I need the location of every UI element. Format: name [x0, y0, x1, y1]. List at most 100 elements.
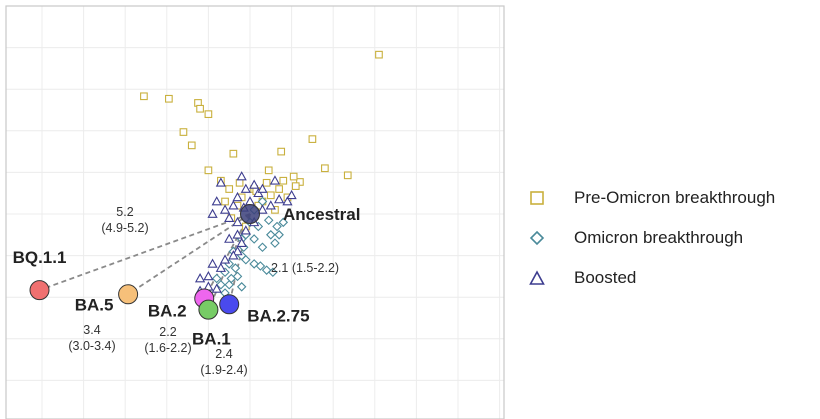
- boosted-point: [232, 229, 243, 239]
- boosted-point: [249, 179, 260, 189]
- omicron-point: [249, 234, 259, 244]
- antigen-marker-ba-2-75: [219, 294, 240, 315]
- antigen-label: BQ.1.1: [13, 248, 67, 267]
- antigen-labels: Ancestral BQ.1.1 BA.5 BA.2 BA.1 BA.2.75: [13, 205, 361, 349]
- boosted-point: [194, 273, 206, 283]
- pre-omicron-point: [271, 205, 279, 214]
- omicron-point: [211, 273, 222, 284]
- distance-value: 2.4: [215, 347, 232, 361]
- boosted-point: [282, 196, 293, 206]
- boosted-point: [232, 191, 243, 202]
- pre-omicron-point: [229, 149, 238, 158]
- pre-omicron-point: [277, 147, 286, 156]
- antigen-marker-ba-1: [198, 299, 219, 320]
- antigen-markers: [29, 204, 260, 320]
- boosted-point: [228, 250, 239, 260]
- antigen-label: BA.5: [75, 295, 114, 314]
- boosted-point: [265, 200, 276, 210]
- distance-line: [39, 213, 251, 291]
- distance-ci: (1.6-2.2): [144, 341, 191, 355]
- distance-ci: (4.9-5.2): [101, 221, 148, 235]
- legend-item-pre-omicron: Pre-Omicron breakthrough: [527, 178, 817, 218]
- distance-ci: (1.9-2.4): [200, 363, 247, 377]
- square-icon: [527, 188, 547, 208]
- diamond-icon: [527, 228, 547, 248]
- pre-omicron-point: [225, 185, 234, 193]
- pre-omicron-point: [321, 164, 329, 173]
- boosted-point: [236, 171, 247, 181]
- distance-label: 2.1 (1.5-2.2): [271, 261, 339, 275]
- boosted-point: [224, 212, 235, 223]
- pre-omicron-point: [296, 178, 304, 186]
- legend-label: Omicron breakthrough: [574, 228, 744, 247]
- boosted-point: [211, 283, 222, 293]
- pre-omicron-point: [140, 92, 148, 101]
- distance-line: [203, 213, 251, 299]
- omicron-point: [270, 238, 280, 248]
- omicron-point: [236, 282, 247, 292]
- legend-item-boosted: Boosted: [527, 258, 817, 298]
- boosted-point: [286, 189, 297, 200]
- omicron-point: [268, 267, 278, 278]
- omicron-point: [274, 230, 284, 240]
- boosted-point: [211, 196, 222, 206]
- boosted-point: [219, 204, 231, 214]
- distance-line: [127, 213, 251, 296]
- pre-omicron-point: [279, 176, 288, 185]
- omicron-point: [226, 273, 237, 284]
- distance-labels: 5.2 (4.9-5.2) 3.4 (3.0-3.4) 2.2 (1.6-2.2) 2.4 (…: [68, 205, 339, 377]
- antigen-label: BA.1: [192, 330, 231, 349]
- boosted-point: [269, 175, 281, 185]
- antigen-marker-bq-1-1: [29, 280, 50, 301]
- boosted-point: [224, 233, 235, 243]
- omicron-point: [278, 217, 289, 228]
- omicron-point: [272, 221, 282, 232]
- pre-omicron-point: [165, 94, 173, 103]
- boosted-point: [207, 258, 218, 268]
- distance-ci: (3.0-3.4): [68, 339, 115, 353]
- boosted-point: [257, 204, 268, 214]
- legend: Pre-Omicron breakthrough Omicron breakth…: [527, 178, 817, 298]
- distance-line: [228, 213, 251, 305]
- antigenic-map: 5.2 (4.9-5.2) 3.4 (3.0-3.4) 2.2 (1.6-2.2) 2.4 (…: [5, 5, 505, 419]
- omicron-point: [255, 261, 266, 271]
- serum-points: [140, 50, 383, 298]
- distance-value: 2.2: [159, 325, 176, 339]
- antigen-label: BA.2: [148, 301, 187, 320]
- boosted-point: [257, 183, 268, 193]
- pre-omicron-point: [343, 171, 352, 180]
- pre-omicron-point: [179, 128, 188, 136]
- pre-omicron-point: [235, 178, 244, 187]
- omicron-point: [230, 263, 241, 273]
- pre-omicron-point: [264, 166, 273, 175]
- omicron-point: [216, 279, 226, 290]
- boosted-point: [240, 183, 251, 193]
- omicron-point: [241, 254, 251, 265]
- boosted-point: [232, 216, 243, 227]
- pre-omicron-point: [291, 182, 300, 190]
- antigen-marker-ancestral: [240, 204, 260, 224]
- antigen-marker-ba-5: [118, 284, 139, 305]
- omicron-point: [257, 242, 268, 253]
- pre-omicron-point: [308, 135, 317, 143]
- distance-value: 5.2: [116, 205, 133, 219]
- boosted-point: [203, 270, 214, 281]
- pre-omicron-point: [204, 110, 213, 119]
- boosted-point: [207, 208, 218, 218]
- boosted-point: [228, 200, 239, 210]
- boosted-point: [215, 262, 227, 272]
- legend-item-omicron: Omicron breakthrough: [527, 218, 817, 258]
- antigen-label: Ancestral: [283, 205, 360, 224]
- pre-omicron-point: [275, 185, 283, 193]
- boosted-point: [232, 246, 243, 256]
- pre-omicron-point: [289, 172, 298, 181]
- pre-omicron-point: [196, 104, 204, 113]
- pre-omicron-point: [204, 166, 213, 175]
- pre-omicron-point: [262, 178, 271, 187]
- omicron-point: [263, 215, 274, 226]
- boosted-point: [236, 237, 247, 247]
- pre-omicron-point: [375, 50, 383, 59]
- boosted-point: [273, 194, 285, 204]
- pre-omicron-point: [187, 141, 196, 150]
- legend-label: Pre-Omicron breakthrough: [574, 188, 776, 207]
